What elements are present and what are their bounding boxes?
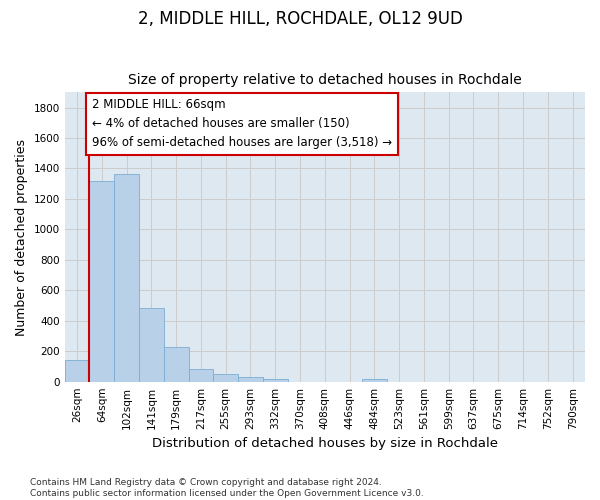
Title: Size of property relative to detached houses in Rochdale: Size of property relative to detached ho… (128, 73, 522, 87)
Bar (164, 346, 188, 382)
Bar (362, 378, 387, 382)
Text: 2 MIDDLE HILL: 66sqm
← 4% of detached houses are smaller (150)
96% of semi-detac: 2 MIDDLE HILL: 66sqm ← 4% of detached ho… (92, 98, 392, 150)
Text: 2, MIDDLE HILL, ROCHDALE, OL12 9UD: 2, MIDDLE HILL, ROCHDALE, OL12 9UD (137, 10, 463, 28)
Bar (89, 182, 114, 382)
X-axis label: Distribution of detached houses by size in Rochdale: Distribution of detached houses by size … (152, 437, 498, 450)
Text: Contains HM Land Registry data © Crown copyright and database right 2024.
Contai: Contains HM Land Registry data © Crown c… (30, 478, 424, 498)
Bar (114, 174, 139, 382)
Bar (214, 374, 238, 382)
Y-axis label: Number of detached properties: Number of detached properties (15, 138, 28, 336)
Bar (139, 308, 164, 382)
Bar (263, 380, 287, 382)
Bar (65, 360, 89, 382)
Bar (188, 368, 214, 382)
Bar (238, 377, 263, 382)
